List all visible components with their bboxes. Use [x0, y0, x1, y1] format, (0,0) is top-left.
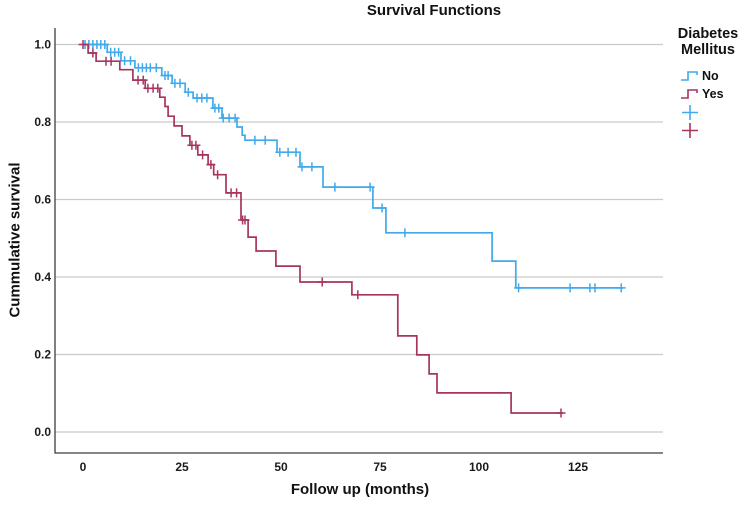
step-line-icon: [681, 89, 698, 100]
step-line-icon: [681, 71, 698, 82]
x-tick-label: 125: [568, 460, 588, 474]
y-tick-label: 0.0: [34, 425, 51, 439]
x-tick-label: 0: [80, 460, 87, 474]
y-tick-label: 0.6: [34, 193, 51, 207]
survival-curve-no: [83, 43, 624, 289]
x-tick-label: 25: [175, 460, 189, 474]
chart-title: Survival Functions: [366, 2, 502, 19]
censor-plus-icon: [682, 122, 698, 138]
y-tick-label: 0.4: [34, 270, 51, 284]
legend-item-no: No: [664, 67, 752, 85]
censor-plus-icon: [682, 104, 698, 120]
x-tick-label: 100: [469, 460, 489, 474]
censor-marks-yes: [78, 40, 566, 418]
censor-marks-no: [80, 40, 626, 293]
legend-item-label: Yes: [702, 87, 724, 102]
legend-item-label: No: [702, 69, 719, 84]
legend: Diabetes Mellitus No Yes: [664, 26, 752, 139]
y-tick-label: 1.0: [34, 38, 51, 52]
x-tick-label: 75: [373, 460, 387, 474]
axes: [54, 28, 663, 454]
y-tick-label: 0.2: [34, 348, 51, 362]
legend-censor-yes: [664, 121, 752, 139]
y-tick-label: 0.8: [34, 115, 51, 129]
x-tick-label: 50: [274, 460, 288, 474]
legend-title: Diabetes Mellitus: [677, 26, 739, 59]
legend-item-yes: Yes: [664, 85, 752, 103]
survival-curve-yes: [83, 43, 563, 414]
x-axis-title: Follow up (months): [290, 481, 430, 498]
legend-censor-no: [664, 103, 752, 121]
